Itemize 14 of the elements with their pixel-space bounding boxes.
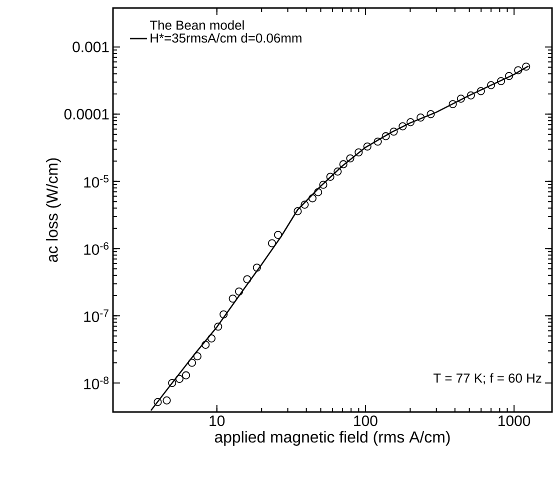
x-tick-label: 10	[210, 416, 225, 426]
y-tick-label: 0.0001	[64, 108, 109, 120]
x-tick-label: 1000	[498, 416, 530, 426]
y-axis-title: ac loss (W/cm)	[46, 158, 61, 262]
y-tick-label: 10$^{-5}$	[84, 175, 109, 188]
legend-label: H*=35rmsA/cm d=0.06mm	[150, 33, 302, 43]
y-tick-label: 10$^{-6}$	[84, 242, 109, 255]
x-tick-label: 100	[354, 416, 378, 426]
x-axis-title: applied magnetic field (rms A/cm)	[214, 430, 450, 446]
legend-title: The Bean model	[150, 20, 244, 30]
y-tick-label: 10$^{-8}$	[84, 376, 109, 390]
y-tick-label: 0.001	[72, 42, 109, 52]
annotation: T = 77 K; f = 60 Hz	[433, 373, 542, 384]
y-tick-label: 10$^{-7}$	[84, 310, 108, 322]
